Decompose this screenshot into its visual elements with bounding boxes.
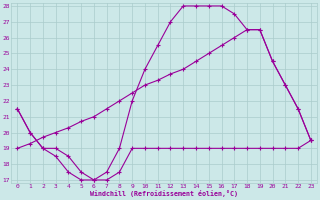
X-axis label: Windchill (Refroidissement éolien,°C): Windchill (Refroidissement éolien,°C) [90,190,238,197]
